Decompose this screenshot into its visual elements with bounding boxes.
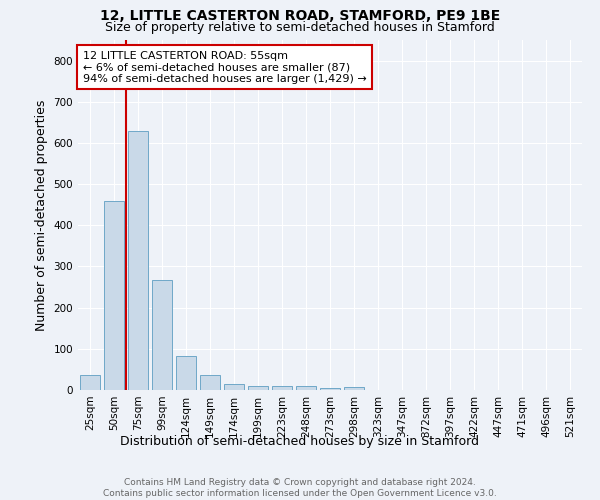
Y-axis label: Number of semi-detached properties: Number of semi-detached properties (35, 100, 48, 330)
Text: 12 LITTLE CASTERTON ROAD: 55sqm
← 6% of semi-detached houses are smaller (87)
94: 12 LITTLE CASTERTON ROAD: 55sqm ← 6% of … (83, 50, 367, 84)
Text: 12, LITTLE CASTERTON ROAD, STAMFORD, PE9 1BE: 12, LITTLE CASTERTON ROAD, STAMFORD, PE9… (100, 9, 500, 23)
Text: Distribution of semi-detached houses by size in Stamford: Distribution of semi-detached houses by … (121, 435, 479, 448)
Bar (248, 386, 268, 390)
Bar (320, 388, 340, 390)
Bar (152, 280, 172, 390)
Bar (80, 375, 100, 390)
Bar (296, 386, 316, 390)
Text: Contains HM Land Registry data © Crown copyright and database right 2024.
Contai: Contains HM Land Registry data © Crown c… (103, 478, 497, 498)
Text: Size of property relative to semi-detached houses in Stamford: Size of property relative to semi-detach… (105, 21, 495, 34)
Bar (104, 200, 124, 390)
Bar (272, 386, 292, 390)
Bar (344, 386, 364, 390)
Bar (176, 356, 196, 390)
Bar (224, 384, 244, 390)
Bar (128, 130, 148, 390)
Bar (200, 375, 220, 390)
